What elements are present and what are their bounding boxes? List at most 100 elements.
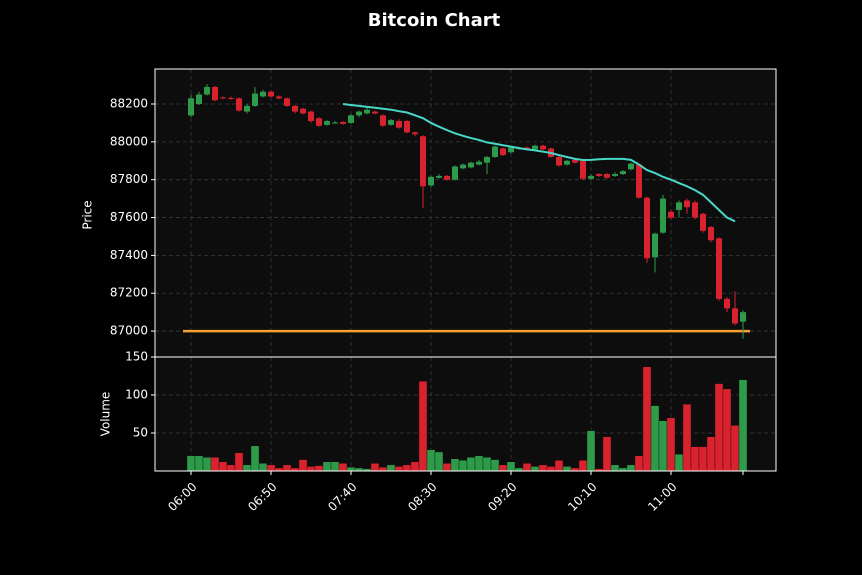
volume-bar	[554, 460, 564, 472]
candle-body	[364, 109, 370, 114]
candle-body	[236, 98, 242, 111]
volume-bar	[738, 379, 748, 472]
candle-body	[188, 98, 194, 116]
candle-body	[276, 96, 282, 99]
y-tick-label: 100	[125, 388, 148, 402]
volume-bar	[258, 463, 268, 472]
volume-bar	[378, 467, 388, 472]
candle-body	[636, 164, 642, 198]
candle-body	[380, 115, 386, 126]
candle-body	[676, 202, 682, 210]
candle-body	[356, 111, 362, 116]
volume-bar	[346, 467, 356, 472]
candle-body	[604, 174, 610, 178]
volume-bar	[298, 459, 308, 472]
candle-body	[524, 147, 530, 149]
candle-body	[348, 115, 354, 123]
volume-bar	[538, 464, 548, 472]
chart-title: Bitcoin Chart	[368, 10, 501, 31]
volume-bar	[602, 436, 612, 472]
volume-bar	[706, 436, 716, 472]
y-tick-label: 88200	[110, 97, 148, 111]
volume-bar	[490, 459, 500, 472]
candle-body	[652, 233, 658, 258]
candle-body	[700, 213, 706, 231]
candle-body	[204, 86, 210, 95]
volume-bar	[370, 463, 380, 472]
volume-axis-label: Volume	[99, 392, 113, 437]
candle-body	[332, 122, 338, 124]
candle-body	[284, 98, 290, 106]
candle-body	[228, 97, 234, 99]
volume-bar	[530, 466, 540, 472]
candle-body	[732, 308, 738, 324]
volume-bar	[506, 461, 516, 472]
volume-bar	[642, 366, 652, 472]
candle-body	[260, 91, 266, 97]
candle-body	[468, 162, 474, 168]
candle-body	[532, 145, 538, 150]
candle-body	[372, 111, 378, 114]
volume-bar	[282, 464, 292, 472]
volume-bar	[266, 464, 276, 472]
volume-bar	[698, 446, 708, 472]
price-panel	[155, 69, 776, 357]
volume-bar	[402, 464, 412, 472]
volume-bar	[202, 457, 212, 472]
candle-body	[340, 121, 346, 124]
y-tick-label: 87800	[110, 172, 148, 186]
candle-body	[612, 174, 618, 176]
volume-bar	[338, 463, 348, 472]
volume-bar	[562, 466, 572, 472]
candle-body	[692, 202, 698, 218]
candle-body	[324, 121, 330, 125]
candle-body	[588, 175, 594, 179]
candle-body	[644, 197, 650, 259]
candle-body	[460, 164, 466, 169]
candle-body	[244, 105, 250, 112]
candle-body	[252, 93, 258, 106]
candle-body	[564, 160, 570, 165]
volume-bar	[666, 417, 676, 472]
y-tick-label: 87200	[110, 286, 148, 300]
volume-bar	[314, 465, 324, 472]
volume-bar	[458, 460, 468, 472]
volume-bar	[586, 430, 596, 472]
volume-bar	[522, 463, 532, 472]
candle-body	[572, 159, 578, 163]
volume-bar	[394, 466, 404, 472]
candle-body	[724, 298, 730, 309]
volume-bar	[466, 457, 476, 472]
volume-bar	[186, 455, 196, 472]
volume-bar	[658, 420, 668, 472]
y-tick-label: 87000	[110, 324, 148, 338]
candle-body	[212, 86, 218, 101]
volume-bar	[450, 458, 460, 472]
volume-bar	[226, 464, 236, 472]
candle-body	[420, 136, 426, 187]
volume-bar	[434, 451, 444, 472]
volume-bar	[714, 383, 724, 472]
candle-body	[404, 121, 410, 133]
volume-bar	[634, 455, 644, 472]
candle-body	[708, 227, 714, 241]
candle-body	[684, 200, 690, 208]
volume-bar	[650, 405, 660, 472]
volume-bar	[626, 464, 636, 472]
candle-body	[660, 198, 666, 233]
candle-body	[308, 111, 314, 122]
candle-body	[388, 120, 394, 125]
volume-bar	[322, 461, 332, 472]
volume-bar	[498, 464, 508, 472]
candle-body	[716, 238, 722, 299]
candle-body	[452, 166, 458, 180]
candle-body	[740, 312, 746, 322]
volume-bar	[242, 464, 252, 472]
candle-body	[220, 97, 226, 99]
moving-average-line	[342, 103, 736, 223]
y-tick-label: 50	[133, 426, 148, 440]
candle-body	[556, 156, 562, 166]
candle-body	[476, 161, 482, 165]
candle-body	[428, 176, 434, 186]
volume-bar	[418, 381, 428, 472]
